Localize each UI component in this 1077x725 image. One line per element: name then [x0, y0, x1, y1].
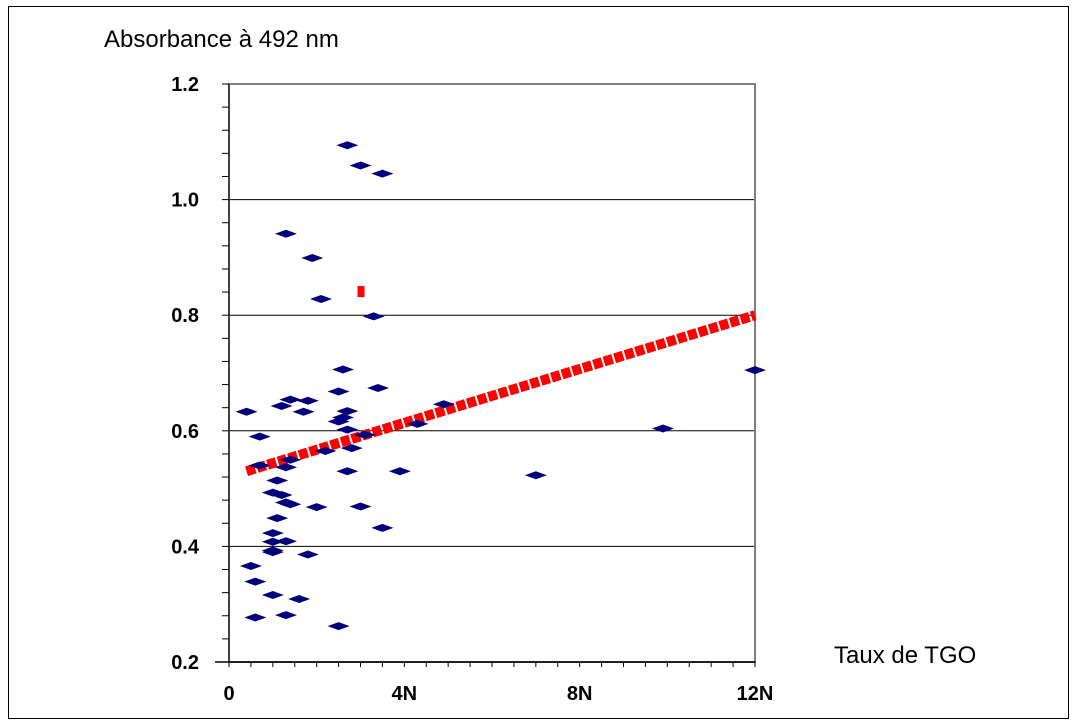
data-point [248, 432, 271, 441]
data-point [266, 514, 289, 523]
x-tick-label: 4N [392, 683, 418, 705]
plot-area [228, 83, 756, 663]
data-point [279, 455, 302, 464]
data-point [432, 400, 455, 409]
data-point [331, 365, 354, 374]
data-point [314, 447, 337, 456]
data-point [406, 419, 429, 428]
y-tick-label: 1.0 [171, 190, 199, 212]
data-point [331, 413, 354, 422]
y-tick-label: 0.4 [171, 536, 200, 558]
data-point [340, 444, 363, 453]
data-point [239, 562, 262, 571]
data-point [274, 537, 297, 546]
axes [215, 83, 756, 667]
data-point [301, 253, 324, 262]
trendline-path [245, 310, 757, 477]
data-point [336, 141, 359, 150]
gridlines [229, 199, 755, 547]
x-tick-label: 0 [223, 683, 234, 705]
data-points [235, 141, 766, 631]
data-point [336, 425, 359, 434]
data-point [744, 366, 766, 375]
data-point [244, 613, 267, 622]
data-point [353, 430, 376, 439]
data-point [261, 529, 284, 538]
data-point [310, 295, 333, 304]
data-point [235, 407, 258, 416]
data-point [296, 396, 319, 405]
data-point [349, 161, 372, 170]
data-point [336, 467, 359, 476]
data-point [371, 169, 394, 178]
data-point [524, 471, 547, 480]
data-point [261, 590, 284, 599]
data-point [288, 594, 311, 603]
data-point [279, 395, 302, 404]
data-point [349, 502, 372, 511]
data-point [371, 523, 394, 532]
y-tick-label: 0.8 [171, 305, 199, 327]
data-point [274, 611, 297, 620]
data-point [336, 407, 359, 416]
data-point [261, 537, 284, 546]
data-point [327, 622, 350, 631]
data-point [367, 384, 390, 393]
y-tick-label: 0.2 [171, 652, 199, 674]
data-point [388, 467, 411, 476]
tick-labels: 0.2 0.4 0.6 0.8 1.0 1.2 0 4N 8N 12N [171, 74, 773, 705]
y-axis-label: Absorbance à 492 nm [104, 26, 339, 53]
trendline [245, 286, 757, 477]
data-point [270, 490, 293, 499]
data-point [270, 401, 293, 410]
data-point [274, 463, 297, 472]
chart-frame [8, 6, 1069, 719]
y-tick-label: 1.2 [171, 74, 199, 96]
data-point [244, 577, 267, 586]
data-point [261, 548, 284, 557]
data-point [305, 503, 328, 512]
x-axis-label: Taux de TGO [834, 642, 976, 669]
x-tick-label: 8N [567, 683, 593, 705]
data-point [296, 550, 319, 559]
data-point [248, 461, 271, 470]
y-tick-label: 0.6 [171, 421, 199, 443]
data-point [279, 500, 302, 509]
data-point [266, 476, 289, 485]
data-point [362, 312, 385, 321]
outlier-mark [357, 286, 365, 298]
x-tick-label: 12N [737, 683, 774, 705]
data-point [327, 387, 350, 396]
data-point [274, 229, 297, 238]
data-point [292, 407, 315, 416]
data-point [651, 424, 674, 433]
